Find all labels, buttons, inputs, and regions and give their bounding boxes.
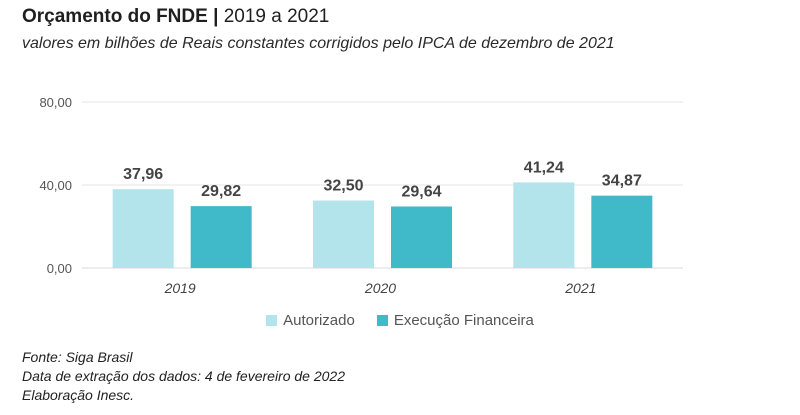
- legend-item-autorizado: Autorizado: [266, 312, 355, 329]
- title-years: 2019 a 2021: [223, 6, 330, 27]
- source-note: Fonte: Siga Brasil: [22, 349, 133, 365]
- y-tick-label: 80,00: [39, 95, 72, 110]
- data-label: 32,50: [323, 178, 363, 195]
- x-category-label: 2021: [564, 280, 596, 296]
- legend-label-autorizado: Autorizado: [283, 312, 355, 329]
- chart-legend: Autorizado Execução Financeira: [0, 312, 800, 329]
- extraction-date-note: Data de extração dos dados: 4 de feverei…: [22, 368, 345, 384]
- data-label: 37,96: [123, 166, 163, 183]
- bar-autorizado: [313, 200, 374, 268]
- x-category-label: 2019: [164, 280, 196, 296]
- page-title: Orçamento do FNDE | 2019 a 2021: [22, 6, 329, 28]
- data-label: 29,64: [401, 183, 441, 200]
- bar-autorizado: [513, 182, 575, 268]
- source-notes: Fonte: Siga Brasil Data de extração dos …: [22, 348, 345, 405]
- bar-chart: 0,00 40,00 80,00 37,96 29,82 2019 32,50 29,64 20…: [39, 95, 683, 296]
- data-label: 34,87: [602, 173, 642, 190]
- x-category-label: 2020: [364, 280, 396, 296]
- data-label: 41,24: [524, 159, 564, 176]
- bar-autorizado: [112, 189, 174, 268]
- legend-swatch-execucao: [376, 315, 388, 326]
- elaboration-note: Elaboração Inesc.: [22, 387, 135, 403]
- page-subtitle: valores em bilhões de Reais constantes c…: [22, 35, 615, 52]
- data-label: 29,82: [201, 183, 241, 200]
- bar-execucao: [591, 195, 653, 268]
- legend-swatch-autorizado: [266, 315, 278, 326]
- legend-label-execucao: Execução Financeira: [393, 312, 534, 329]
- bar-execucao: [391, 206, 452, 268]
- title-bold: Orçamento do FNDE |: [22, 6, 219, 27]
- y-tick-label: 40,00: [39, 178, 72, 193]
- bar-execucao: [190, 206, 252, 268]
- legend-item-execucao: Execução Financeira: [376, 312, 534, 329]
- y-tick-label: 0,00: [47, 261, 72, 276]
